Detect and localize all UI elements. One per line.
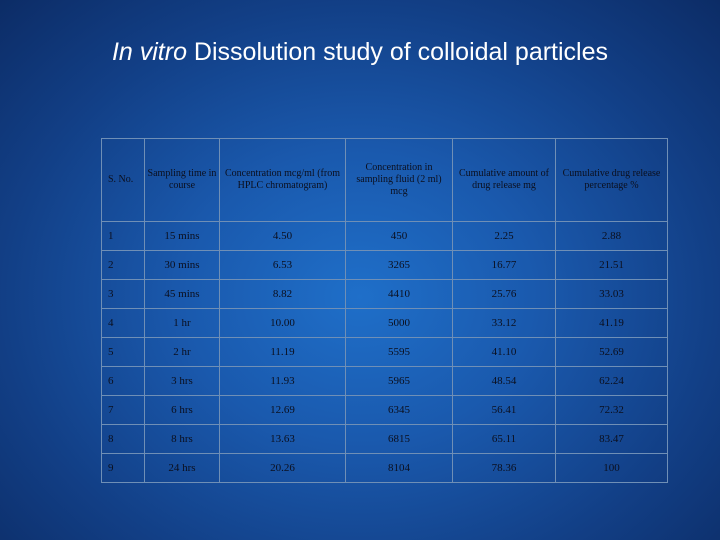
cell-cum-amount: 25.76 [452,279,556,309]
title-rest: Dissolution study of colloidal particles [186,38,609,66]
cell-conc-hplc: 20.26 [219,453,346,483]
cell-conc-hplc: 4.50 [219,221,346,251]
cell-cum-amount: 33.12 [452,308,556,338]
cell-sno: 3 [101,279,145,309]
cell-cum-amount: 2.25 [452,221,556,251]
cell-conc-fluid: 8104 [345,453,453,483]
cell-time: 45 mins [144,279,220,309]
table-row: 1 15 mins 4.50 450 2.25 2.88 [101,221,668,251]
cell-cum-percent: 72.32 [555,395,668,425]
table-row: 5 2 hr 11.19 5595 41.10 52.69 [101,337,668,367]
cell-conc-hplc: 11.93 [219,366,346,396]
cell-cum-percent: 100 [555,453,668,483]
cell-cum-amount: 41.10 [452,337,556,367]
cell-conc-hplc: 12.69 [219,395,346,425]
cell-conc-fluid: 3265 [345,250,453,280]
table-row: 4 1 hr 10.00 5000 33.12 41.19 [101,308,668,338]
cell-conc-hplc: 11.19 [219,337,346,367]
table-header-row: S. No. Sampling time in course Concentra… [101,138,668,222]
cell-time: 15 mins [144,221,220,251]
cell-cum-percent: 21.51 [555,250,668,280]
cell-time: 24 hrs [144,453,220,483]
cell-time: 3 hrs [144,366,220,396]
cell-sno: 9 [101,453,145,483]
cell-cum-amount: 78.36 [452,453,556,483]
cell-conc-hplc: 6.53 [219,250,346,280]
cell-sno: 5 [101,337,145,367]
table-row: 3 45 mins 8.82 4410 25.76 33.03 [101,279,668,309]
table-row: 8 8 hrs 13.63 6815 65.11 83.47 [101,424,668,454]
cell-conc-fluid: 4410 [345,279,453,309]
cell-time: 1 hr [144,308,220,338]
slide-title: In vitro Dissolution study of colloidal … [0,38,720,67]
cell-sno: 4 [101,308,145,338]
cell-sno: 2 [101,250,145,280]
header-concentration-fluid: Concentration in sampling fluid (2 ml) m… [345,138,453,222]
table-row: 7 6 hrs 12.69 6345 56.41 72.32 [101,395,668,425]
cell-cum-percent: 41.19 [555,308,668,338]
cell-conc-fluid: 6815 [345,424,453,454]
table-row: 6 3 hrs 11.93 5965 48.54 62.24 [101,366,668,396]
dissolution-table: S. No. Sampling time in course Concentra… [101,138,668,483]
cell-cum-percent: 33.03 [555,279,668,309]
cell-cum-percent: 52.69 [555,337,668,367]
title-italic: In vitro [111,38,187,66]
header-cumulative-percentage: Cumulative drug release percentage % [555,138,668,222]
cell-cum-amount: 48.54 [452,366,556,396]
cell-time: 2 hr [144,337,220,367]
cell-cum-amount: 56.41 [452,395,556,425]
table-row: 9 24 hrs 20.26 8104 78.36 100 [101,453,668,483]
header-concentration-hplc: Concentration mcg/ml (from HPLC chromato… [219,138,346,222]
cell-conc-fluid: 5595 [345,337,453,367]
cell-cum-percent: 83.47 [555,424,668,454]
cell-cum-percent: 2.88 [555,221,668,251]
header-sampling-time: Sampling time in course [144,138,220,222]
cell-conc-hplc: 8.82 [219,279,346,309]
header-cumulative-amount: Cumulative amount of drug release mg [452,138,556,222]
cell-cum-percent: 62.24 [555,366,668,396]
cell-sno: 8 [101,424,145,454]
cell-sno: 1 [101,221,145,251]
cell-cum-amount: 16.77 [452,250,556,280]
cell-time: 8 hrs [144,424,220,454]
cell-time: 6 hrs [144,395,220,425]
header-sno: S. No. [101,138,145,222]
cell-time: 30 mins [144,250,220,280]
cell-sno: 7 [101,395,145,425]
cell-conc-fluid: 5965 [345,366,453,396]
cell-conc-fluid: 5000 [345,308,453,338]
cell-conc-fluid: 6345 [345,395,453,425]
cell-conc-hplc: 13.63 [219,424,346,454]
cell-conc-hplc: 10.00 [219,308,346,338]
table-row: 2 30 mins 6.53 3265 16.77 21.51 [101,250,668,280]
cell-conc-fluid: 450 [345,221,453,251]
cell-sno: 6 [101,366,145,396]
cell-cum-amount: 65.11 [452,424,556,454]
